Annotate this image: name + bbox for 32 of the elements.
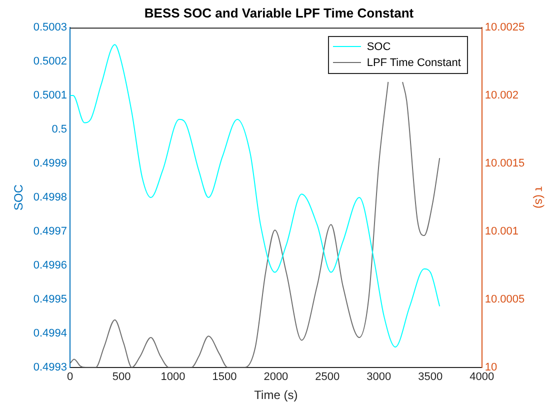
x-tick-label: 3500: [418, 371, 443, 384]
y2-tick-label: 10.002: [484, 90, 518, 102]
x-tick-label: 2000: [264, 371, 288, 384]
y-tick-label: 0.5003: [33, 22, 68, 34]
y2-tick-label: 10: [484, 361, 498, 374]
y2-tick-label: 10.001: [484, 226, 518, 238]
x-tick-label: 500: [112, 371, 131, 384]
y-tick-label: 0.4995: [33, 293, 68, 306]
x-tick-label: 1000: [160, 371, 186, 384]
x-tick-label: 3000: [366, 371, 392, 384]
x-tick-label: 2500: [315, 371, 340, 384]
y-tick-label: 0.4996: [33, 259, 68, 272]
y-tick-label: 0.4998: [33, 192, 68, 204]
y2-tick-label: 10.0015: [484, 158, 525, 170]
legend-label: LPF Time Constant: [366, 56, 461, 71]
chart-title: BESS SOC and Variable LPF Time Constant: [144, 5, 414, 20]
legend-label: SOC: [366, 40, 392, 55]
y-tick-label: 0.5: [52, 124, 68, 136]
y2-tick-label: 10.0005: [484, 293, 525, 306]
y-tick-label: 0.5001: [33, 90, 68, 102]
x-tick-label: 4000: [470, 371, 494, 384]
x-axis-title: Time (s): [254, 388, 298, 402]
y2-axis-title: τ (s): [532, 186, 546, 209]
y2-tick-label: 10.0025: [484, 22, 525, 34]
y-tick-label: 0.4997: [33, 226, 68, 238]
y-axis-title: SOC: [12, 184, 26, 211]
y-tick-label: 0.5002: [33, 56, 68, 68]
y-tick-label: 0.4994: [33, 327, 68, 340]
x-tick-label: 0: [66, 371, 74, 384]
x-tick-label: 1500: [212, 371, 237, 384]
y-tick-label: 0.4993: [33, 361, 68, 374]
y-tick-label: 0.4999: [33, 158, 68, 170]
